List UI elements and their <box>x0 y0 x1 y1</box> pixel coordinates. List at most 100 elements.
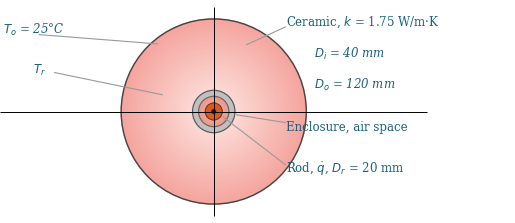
Ellipse shape <box>207 105 220 118</box>
Ellipse shape <box>147 44 281 179</box>
Ellipse shape <box>177 74 251 149</box>
Ellipse shape <box>208 106 219 117</box>
Ellipse shape <box>188 86 239 137</box>
Ellipse shape <box>138 35 290 188</box>
Text: $T_r$: $T_r$ <box>33 63 46 78</box>
Ellipse shape <box>166 64 261 159</box>
Ellipse shape <box>176 73 252 150</box>
Ellipse shape <box>157 55 270 168</box>
Ellipse shape <box>209 107 218 116</box>
Ellipse shape <box>143 41 284 182</box>
Ellipse shape <box>187 85 241 138</box>
Ellipse shape <box>193 91 234 132</box>
Ellipse shape <box>200 98 227 125</box>
Ellipse shape <box>208 106 219 117</box>
Ellipse shape <box>204 102 223 121</box>
Ellipse shape <box>184 81 244 142</box>
Ellipse shape <box>211 109 216 114</box>
Ellipse shape <box>201 99 227 124</box>
Ellipse shape <box>211 108 217 115</box>
Ellipse shape <box>136 34 291 189</box>
Ellipse shape <box>151 49 276 174</box>
Text: $D_i$ = 40 mm: $D_i$ = 40 mm <box>314 45 385 62</box>
Ellipse shape <box>179 77 248 146</box>
Ellipse shape <box>205 103 222 120</box>
Ellipse shape <box>168 66 259 157</box>
Ellipse shape <box>198 95 230 128</box>
Ellipse shape <box>172 70 255 153</box>
Ellipse shape <box>212 110 215 113</box>
Ellipse shape <box>200 97 228 126</box>
Ellipse shape <box>135 33 293 190</box>
Ellipse shape <box>194 92 233 131</box>
Ellipse shape <box>202 100 225 123</box>
Ellipse shape <box>129 27 298 196</box>
Ellipse shape <box>123 20 305 203</box>
Ellipse shape <box>175 72 253 151</box>
Ellipse shape <box>205 103 222 120</box>
Ellipse shape <box>150 48 278 175</box>
Ellipse shape <box>202 100 226 123</box>
Ellipse shape <box>207 105 220 118</box>
Ellipse shape <box>192 89 236 134</box>
Ellipse shape <box>202 100 225 123</box>
Ellipse shape <box>201 99 226 124</box>
Ellipse shape <box>196 94 231 129</box>
Ellipse shape <box>205 103 222 120</box>
Ellipse shape <box>212 109 216 114</box>
Ellipse shape <box>127 25 300 198</box>
Text: $T_o$ = 25°C: $T_o$ = 25°C <box>3 22 64 38</box>
Ellipse shape <box>212 109 216 114</box>
Ellipse shape <box>171 69 256 154</box>
Ellipse shape <box>206 104 221 119</box>
Ellipse shape <box>212 110 215 113</box>
Ellipse shape <box>201 99 227 124</box>
Ellipse shape <box>173 71 254 152</box>
Ellipse shape <box>210 108 217 115</box>
Ellipse shape <box>178 76 250 147</box>
Ellipse shape <box>152 50 275 173</box>
Ellipse shape <box>149 47 279 176</box>
Text: $D_o$ = 120 mm: $D_o$ = 120 mm <box>314 77 396 93</box>
Ellipse shape <box>181 79 246 144</box>
Ellipse shape <box>126 24 302 199</box>
Ellipse shape <box>203 101 224 122</box>
Ellipse shape <box>213 110 215 113</box>
Ellipse shape <box>144 42 283 181</box>
Ellipse shape <box>213 111 214 112</box>
Ellipse shape <box>130 28 297 195</box>
Ellipse shape <box>128 26 299 197</box>
Ellipse shape <box>204 102 224 121</box>
Ellipse shape <box>199 96 229 127</box>
Ellipse shape <box>191 88 237 135</box>
Ellipse shape <box>164 62 264 161</box>
Ellipse shape <box>156 54 271 169</box>
Ellipse shape <box>209 106 219 117</box>
Ellipse shape <box>142 40 285 183</box>
Ellipse shape <box>200 98 228 125</box>
Ellipse shape <box>208 105 220 118</box>
Ellipse shape <box>170 68 258 155</box>
Ellipse shape <box>121 19 306 204</box>
Ellipse shape <box>148 45 280 178</box>
Ellipse shape <box>133 31 295 192</box>
Ellipse shape <box>203 101 225 122</box>
Ellipse shape <box>159 57 268 166</box>
Ellipse shape <box>210 108 217 115</box>
Ellipse shape <box>195 93 232 130</box>
Ellipse shape <box>210 107 218 116</box>
Ellipse shape <box>161 58 267 165</box>
Text: Enclosure, air space: Enclosure, air space <box>286 121 407 134</box>
Ellipse shape <box>207 104 221 119</box>
Ellipse shape <box>180 78 247 145</box>
Ellipse shape <box>132 29 296 194</box>
Ellipse shape <box>124 21 304 202</box>
Ellipse shape <box>204 102 223 121</box>
Ellipse shape <box>209 107 218 116</box>
Ellipse shape <box>154 52 273 171</box>
Ellipse shape <box>162 60 266 163</box>
Ellipse shape <box>139 36 289 187</box>
Ellipse shape <box>199 97 228 126</box>
Ellipse shape <box>141 39 287 184</box>
Ellipse shape <box>167 65 260 158</box>
